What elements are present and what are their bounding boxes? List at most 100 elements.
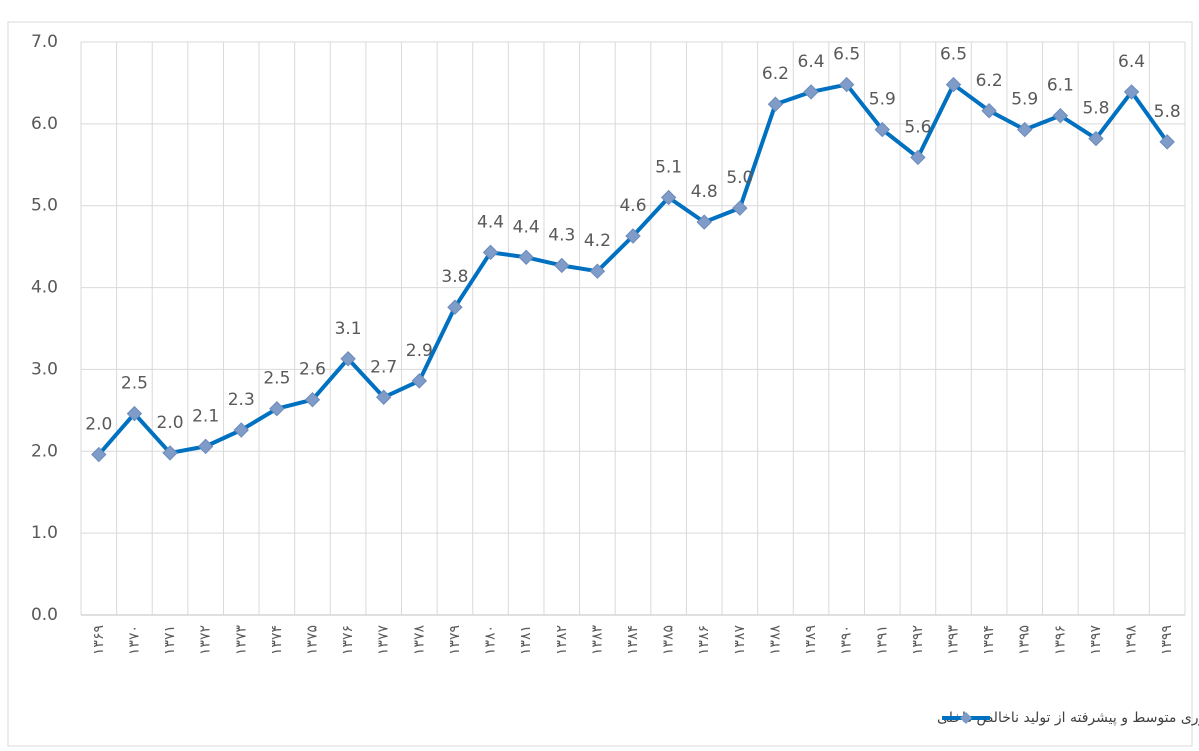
x-tick-label: ۱۳۹۸ — [1124, 625, 1140, 656]
data-label: 4.6 — [619, 196, 646, 216]
marker — [518, 249, 534, 265]
x-tick-label: ۱۳۷۴ — [269, 625, 285, 655]
x-tick-label: ۱۳۷۷ — [376, 625, 392, 656]
x-tick-label: ۱۳۸۰ — [483, 625, 499, 655]
marker — [376, 389, 392, 405]
marker — [269, 401, 285, 417]
y-tick-label: 1.0 — [31, 523, 58, 543]
marker — [554, 257, 570, 274]
marker — [1017, 121, 1033, 138]
marker — [838, 76, 855, 93]
data-label: 5.9 — [869, 90, 896, 110]
marker — [732, 200, 748, 216]
data-label: 3.8 — [441, 267, 468, 287]
data-label: 6.2 — [762, 64, 789, 84]
y-tick-label: 5.0 — [31, 196, 58, 216]
x-tick-label: ۱۳۸۴ — [625, 625, 641, 655]
marker — [340, 351, 356, 367]
data-label: 6.2 — [976, 71, 1003, 91]
y-tick-label: 4.0 — [31, 278, 58, 298]
marker — [696, 214, 712, 230]
x-tick-label: ۱۳۷۰ — [126, 625, 142, 655]
data-label: 6.5 — [940, 45, 967, 65]
y-tick-label: 0.0 — [31, 605, 58, 625]
marker — [1088, 130, 1104, 147]
data-label: 2.1 — [192, 406, 219, 426]
data-label: 2.0 — [157, 413, 184, 433]
legend-label: سهم ارزش افزوده تولیدات با فناوری متوسط … — [937, 710, 1199, 726]
data-label: 3.1 — [335, 319, 362, 339]
data-label: 2.9 — [406, 341, 433, 361]
marker — [767, 96, 784, 112]
data-label: 4.8 — [691, 182, 718, 202]
x-tick-label: ۱۳۷۳ — [233, 625, 249, 656]
x-tick-label: ۱۳۸۹ — [803, 625, 819, 655]
x-tick-label: ۱۳۹۷ — [1088, 625, 1104, 656]
x-tick-label: ۱۳۸۳ — [589, 625, 605, 656]
marker — [874, 121, 890, 138]
x-tick-label: ۱۳۸۱ — [518, 625, 534, 655]
x-tick-label: ۱۳۷۱ — [162, 625, 178, 655]
data-label: 4.4 — [477, 212, 504, 232]
data-label: 5.9 — [1011, 90, 1038, 110]
x-tick-label: ۱۳۹۰ — [839, 625, 855, 655]
marker — [447, 299, 463, 315]
marker — [304, 392, 321, 408]
data-label: 2.6 — [299, 360, 326, 380]
marker — [945, 76, 962, 93]
y-tick-label: 2.0 — [31, 441, 58, 461]
marker — [233, 422, 249, 438]
marker — [91, 446, 107, 463]
x-tick-label: ۱۳۹۹ — [1159, 625, 1175, 655]
data-label: 4.4 — [513, 217, 540, 237]
y-tick-label: 3.0 — [31, 359, 58, 379]
x-tick-label: ۱۳۹۲ — [910, 625, 926, 655]
marker — [625, 228, 641, 244]
x-tick-label: ۱۳۸۷ — [732, 625, 748, 656]
x-tick-label: ۱۳۷۲ — [198, 625, 214, 655]
data-label: 5.8 — [1082, 99, 1109, 119]
data-label: 6.4 — [798, 52, 825, 72]
marker — [162, 445, 178, 461]
marker — [1123, 84, 1140, 100]
marker — [589, 263, 606, 279]
marker — [981, 103, 997, 119]
x-tick-label: ۱۳۷۸ — [411, 625, 427, 656]
x-tick-label: ۱۳۹۳ — [946, 625, 962, 656]
data-label: 4.2 — [584, 231, 611, 251]
data-label: 2.5 — [263, 369, 290, 389]
marker — [482, 244, 499, 261]
x-tick-label: ۱۳۷۹ — [447, 625, 463, 655]
x-tick-label: ۱۳۷۵ — [304, 625, 320, 655]
data-label: 6.1 — [1047, 76, 1074, 96]
marker — [411, 373, 428, 389]
data-label: 5.8 — [1154, 102, 1181, 122]
x-tick-label: ۱۳۹۴ — [981, 625, 997, 655]
marker — [910, 149, 926, 166]
data-label: 2.0 — [85, 415, 112, 435]
x-tick-label: ۱۳۹۱ — [874, 625, 890, 655]
data-label: 5.1 — [655, 158, 682, 178]
x-tick-label: ۱۳۸۸ — [767, 625, 783, 656]
marker — [126, 405, 143, 422]
marker — [660, 189, 677, 206]
data-label: 5.0 — [726, 168, 753, 188]
x-tick-label: ۱۳۸۶ — [696, 625, 712, 655]
y-tick-label: 6.0 — [31, 114, 58, 134]
data-label: 2.3 — [228, 390, 255, 410]
y-tick-label: 7.0 — [31, 32, 58, 52]
data-label: 6.4 — [1118, 52, 1145, 72]
x-tick-label: ۱۳۹۵ — [1017, 625, 1033, 655]
marker — [1159, 134, 1175, 150]
x-tick-label: ۱۳۸۵ — [661, 625, 677, 655]
legend-marker — [960, 712, 972, 724]
x-tick-label: ۱۳۶۹ — [91, 625, 107, 655]
data-label: 2.5 — [121, 374, 148, 394]
marker — [803, 84, 819, 100]
data-label: 4.3 — [548, 225, 575, 245]
data-label: 5.6 — [904, 117, 931, 137]
x-tick-label: ۱۳۹۶ — [1052, 625, 1068, 655]
x-tick-label: ۱۳۸۲ — [554, 625, 570, 655]
data-label: 6.5 — [833, 45, 860, 65]
